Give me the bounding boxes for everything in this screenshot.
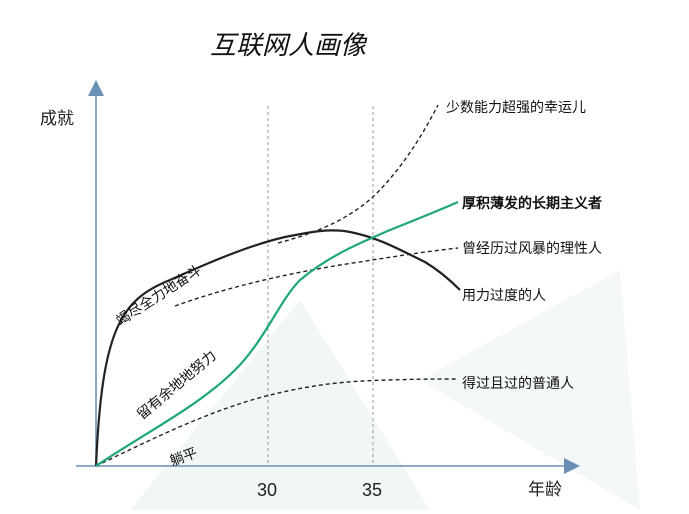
tick-label-35: 35 xyxy=(362,480,382,500)
ordinary-curve xyxy=(95,378,459,467)
label-ordinary: 得过且过的普通人 xyxy=(462,375,574,392)
y-axis-label: 成就 xyxy=(40,109,74,129)
label-all-out: 竭尽全力地奋斗 xyxy=(113,262,204,330)
label-lucky: 少数能力超强的幸运儿 xyxy=(446,100,586,116)
long-term-curve xyxy=(95,200,459,467)
label-reserve: 留有余地地努力 xyxy=(134,347,220,423)
background-shape xyxy=(420,270,640,510)
label-overexert: 用力过度的人 xyxy=(462,288,546,304)
label-long-term: 厚积薄发的长期主义者 xyxy=(462,195,602,212)
background-shape xyxy=(130,300,430,510)
lucky-curve xyxy=(277,104,439,244)
overexert-curve xyxy=(94,229,461,467)
label-storm: 曾经历过风暴的理性人 xyxy=(462,241,602,257)
diagram-title: 互联网人画像 xyxy=(210,31,368,61)
storm-curve xyxy=(174,247,459,307)
tick-label-30: 30 xyxy=(257,480,277,500)
x-axis-label: 年龄 xyxy=(528,480,562,500)
